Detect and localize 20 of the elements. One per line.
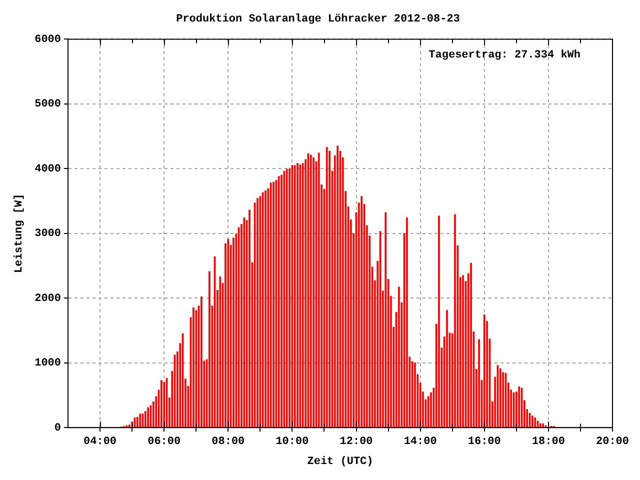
x-tick-label: 14:00 [404, 436, 437, 448]
x-tick-label: 12:00 [340, 436, 373, 448]
x-tick-label: 18:00 [532, 436, 565, 448]
x-tick-label: 20:00 [596, 436, 630, 448]
x-tick-label: 16:00 [468, 436, 501, 448]
y-tick-label: 6000 [34, 34, 61, 46]
y-tick-label: 5000 [34, 98, 61, 111]
x-tick-label: 08:00 [212, 436, 245, 448]
y-axis-title: Leistung [W] [13, 194, 26, 274]
x-tick-label: 06:00 [148, 436, 181, 448]
y-tick-label: 1000 [34, 358, 61, 370]
y-tick-label: 3000 [34, 228, 61, 240]
x-tick-label: 10:00 [276, 436, 309, 448]
x-tick-label: 04:00 [84, 436, 117, 448]
annotation: Tagesertrag: 27.334 kWh [428, 49, 580, 62]
y-tick-label: 0 [54, 422, 61, 434]
y-tick-label: 4000 [34, 163, 61, 176]
chart-title: Produktion Solaranlage Löhracker 2012-08-23 [176, 13, 460, 26]
y-tick-label: 2000 [34, 292, 61, 305]
x-axis-title: Zeit (UTC) [307, 456, 374, 468]
